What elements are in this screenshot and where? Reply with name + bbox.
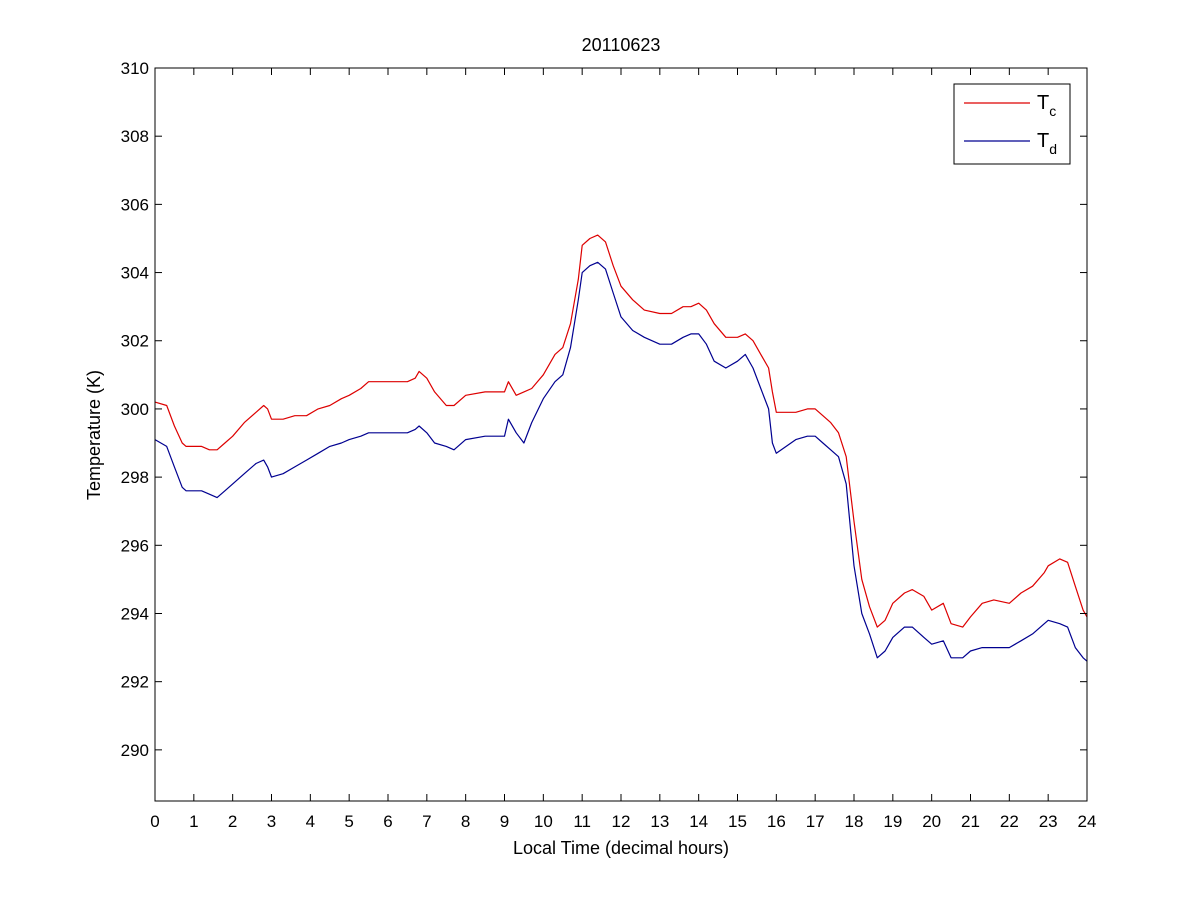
x-tick-label: 13 (650, 812, 669, 831)
plot-lines (154, 234, 1088, 662)
y-tick-label: 300 (121, 400, 149, 419)
x-tick-label: 16 (767, 812, 786, 831)
x-tick-label: 14 (689, 812, 708, 831)
x-tick-label: 18 (845, 812, 864, 831)
y-tick-label: 292 (121, 673, 149, 692)
x-axis-ticks: 0 1 2 3 4 5 6 7 8 9 10 11 12 13 14 15 16 17 18 19 20 21 22 23 24 (150, 68, 1096, 831)
y-tick-label: 296 (121, 536, 149, 555)
legend-subscript: d (1049, 141, 1057, 157)
x-tick-label: 11 (573, 812, 591, 831)
y-tick-label: 302 (121, 332, 149, 351)
y-axis-ticks: 290 292 294 296 298 300 302 304 306 308 310 (121, 59, 1087, 760)
legend-symbol: T (1037, 130, 1049, 152)
x-tick-label: 1 (189, 812, 198, 831)
legend-box (953, 83, 1071, 165)
x-tick-label: 23 (1039, 812, 1058, 831)
x-tick-label: 8 (461, 812, 470, 831)
x-tick-label: 20 (922, 812, 941, 831)
y-tick-label: 304 (121, 264, 149, 283)
x-axis-label: Local Time (decimal hours) (513, 838, 729, 858)
legend-subscript: c (1049, 103, 1056, 119)
y-tick-label: 290 (121, 741, 149, 760)
x-tick-label: 22 (1000, 812, 1019, 831)
x-tick-label: 9 (500, 812, 509, 831)
legend-label-td: Td (1037, 130, 1057, 157)
x-tick-label: 7 (422, 812, 431, 831)
x-tick-label: 3 (267, 812, 276, 831)
y-tick-label: 294 (121, 604, 149, 623)
chart-title: 20110623 (582, 35, 661, 55)
series-line-tc (154, 234, 1088, 628)
x-tick-label: 19 (883, 812, 902, 831)
x-tick-label: 4 (306, 812, 315, 831)
x-tick-label: 12 (612, 812, 631, 831)
x-tick-label: 10 (534, 812, 553, 831)
x-tick-label: 24 (1078, 812, 1097, 831)
legend-label-tc: Tc (1037, 92, 1056, 119)
x-tick-label: 17 (806, 812, 825, 831)
y-tick-label: 306 (121, 195, 149, 214)
x-tick-label: 2 (228, 812, 237, 831)
series-line-td (154, 261, 1088, 662)
y-tick-label: 310 (121, 59, 149, 78)
x-tick-label: 21 (961, 812, 980, 831)
y-axis-label: Temperature (K) (84, 370, 104, 500)
x-tick-label: 6 (383, 812, 392, 831)
x-tick-label: 0 (150, 812, 159, 831)
x-tick-label: 5 (344, 812, 353, 831)
y-tick-label: 308 (121, 127, 149, 146)
x-tick-label: 15 (728, 812, 747, 831)
legend-symbol: T (1037, 92, 1049, 114)
y-tick-label: 298 (121, 468, 149, 487)
